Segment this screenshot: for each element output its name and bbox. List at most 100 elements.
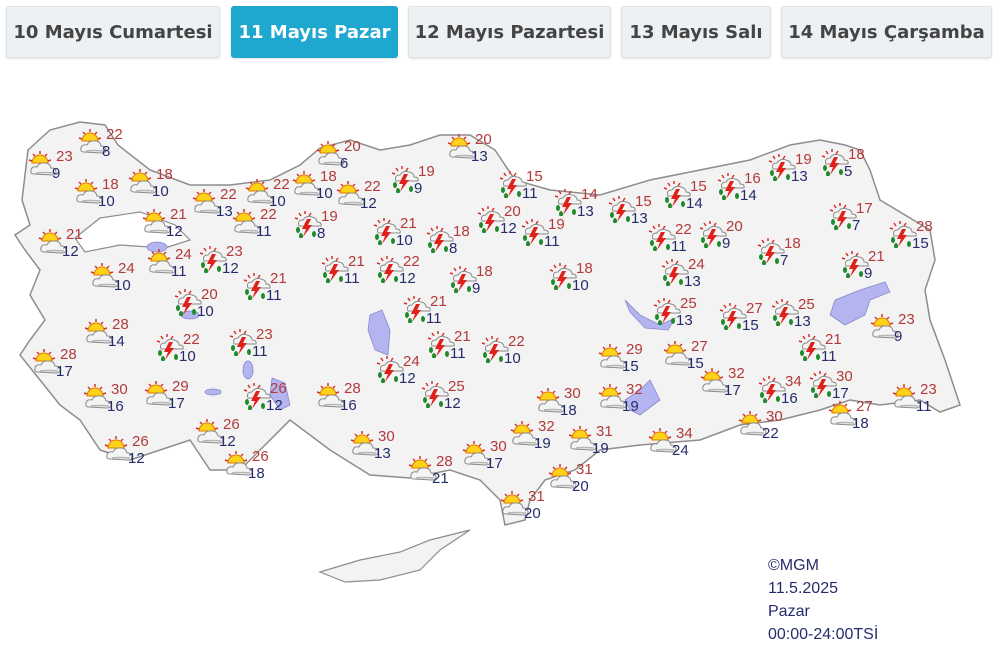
weather-station: 18 10 bbox=[128, 166, 188, 208]
low-temp: 17 bbox=[168, 395, 185, 412]
lake-tuz bbox=[367, 309, 391, 356]
weather-station: 18 8 bbox=[425, 223, 485, 265]
high-temp: 25 bbox=[680, 295, 697, 312]
weather-station: 30 17 bbox=[808, 368, 868, 410]
weather-station: 34 16 bbox=[757, 373, 817, 415]
low-temp: 18 bbox=[852, 415, 869, 432]
weather-station: 26 12 bbox=[242, 380, 302, 422]
weather-station: 20 13 bbox=[447, 131, 507, 173]
weather-station: 22 12 bbox=[375, 253, 435, 295]
high-temp: 21 bbox=[270, 270, 287, 287]
tab-11-mayis[interactable]: 11 Mayıs Pazar bbox=[231, 6, 398, 58]
low-temp: 16 bbox=[340, 397, 357, 414]
tab-12-mayis[interactable]: 12 Mayıs Pazartesi bbox=[408, 6, 611, 58]
high-temp: 24 bbox=[118, 260, 135, 277]
weather-station: 29 17 bbox=[144, 378, 204, 420]
weather-station: 24 12 bbox=[375, 353, 435, 395]
weather-station: 21 10 bbox=[372, 215, 432, 257]
weather-station: 21 11 bbox=[320, 253, 380, 295]
high-temp: 34 bbox=[676, 425, 693, 442]
high-temp: 30 bbox=[836, 368, 853, 385]
credit-source: ©MGM bbox=[768, 557, 819, 574]
high-temp: 15 bbox=[690, 178, 707, 195]
low-temp: 16 bbox=[107, 398, 124, 415]
weather-station: 22 10 bbox=[155, 331, 215, 373]
low-temp: 10 bbox=[396, 232, 413, 249]
low-temp: 12 bbox=[399, 270, 416, 287]
tab-13-mayis[interactable]: 13 Mayıs Salı bbox=[621, 6, 771, 58]
weather-station: 18 10 bbox=[292, 168, 352, 210]
lake-sapanca bbox=[146, 241, 168, 253]
low-temp: 13 bbox=[374, 445, 391, 462]
high-temp: 18 bbox=[453, 223, 470, 240]
weather-station: 23 9 bbox=[870, 311, 930, 353]
weather-station: 31 19 bbox=[568, 423, 628, 465]
high-temp: 19 bbox=[321, 208, 338, 225]
high-temp: 32 bbox=[728, 365, 745, 382]
low-temp: 15 bbox=[912, 235, 929, 252]
low-temp: 20 bbox=[524, 505, 541, 522]
lake-beysehir bbox=[269, 377, 291, 411]
low-temp: 17 bbox=[724, 382, 741, 399]
lake-egirdir bbox=[242, 360, 254, 380]
weather-station: 21 11 bbox=[426, 328, 486, 370]
high-temp: 15 bbox=[635, 193, 652, 210]
high-temp: 14 bbox=[581, 186, 598, 203]
map-credit: ©MGM 11.5.2025 Pazar 00:00-24:00TSİ bbox=[768, 554, 878, 646]
high-temp: 22 bbox=[260, 206, 277, 223]
weather-station: 21 12 bbox=[38, 226, 98, 268]
high-temp: 23 bbox=[898, 311, 915, 328]
low-temp: 12 bbox=[219, 433, 236, 450]
high-temp: 31 bbox=[596, 423, 613, 440]
weather-station: 27 15 bbox=[718, 300, 778, 342]
high-temp: 27 bbox=[746, 300, 763, 317]
weather-station: 20 6 bbox=[316, 138, 376, 180]
low-temp: 12 bbox=[266, 397, 283, 414]
weather-station: 17 7 bbox=[828, 200, 888, 242]
low-temp: 18 bbox=[248, 465, 265, 482]
high-temp: 22 bbox=[403, 253, 420, 270]
low-temp: 8 bbox=[102, 143, 111, 160]
high-temp: 30 bbox=[564, 385, 581, 402]
low-temp: 19 bbox=[622, 398, 639, 415]
high-temp: 30 bbox=[490, 438, 507, 455]
high-temp: 28 bbox=[60, 346, 77, 363]
high-temp: 18 bbox=[848, 146, 865, 163]
high-temp: 18 bbox=[102, 176, 119, 193]
cyprus bbox=[318, 529, 471, 583]
weather-station: 21 11 bbox=[242, 270, 302, 312]
weather-station: 24 11 bbox=[147, 246, 207, 288]
high-temp: 30 bbox=[111, 381, 128, 398]
weather-station: 32 17 bbox=[700, 365, 760, 407]
weather-station: 24 13 bbox=[660, 256, 720, 298]
low-temp: 11 bbox=[344, 270, 360, 287]
high-temp: 16 bbox=[744, 170, 761, 187]
high-temp: 23 bbox=[56, 148, 73, 165]
high-temp: 26 bbox=[223, 416, 240, 433]
credit-period: 00:00-24:00TSİ bbox=[768, 626, 879, 643]
weather-station: 20 12 bbox=[476, 203, 536, 245]
low-temp: 12 bbox=[500, 220, 517, 237]
weather-station: 28 14 bbox=[84, 316, 144, 358]
low-temp: 9 bbox=[414, 180, 423, 197]
high-temp: 25 bbox=[798, 296, 815, 313]
low-temp: 10 bbox=[504, 350, 521, 367]
high-temp: 18 bbox=[320, 168, 337, 185]
weather-station: 19 13 bbox=[767, 151, 827, 193]
high-temp: 23 bbox=[256, 326, 273, 343]
high-temp: 22 bbox=[106, 126, 123, 143]
ataturk-dam bbox=[624, 379, 661, 416]
weather-station: 14 13 bbox=[553, 186, 613, 228]
lake-van bbox=[829, 281, 891, 326]
weather-station: 18 5 bbox=[820, 146, 880, 188]
high-temp: 24 bbox=[175, 246, 192, 263]
credit-date: 11.5.2025 bbox=[768, 580, 838, 597]
low-temp: 20 bbox=[572, 478, 589, 495]
tab-14-mayis[interactable]: 14 Mayıs Çarşamba bbox=[781, 6, 992, 58]
tab-10-mayis[interactable]: 10 Mayıs Cumartesi bbox=[6, 6, 220, 58]
low-temp: 13 bbox=[577, 203, 594, 220]
weather-station: 22 13 bbox=[192, 186, 252, 228]
weather-station: 30 13 bbox=[350, 428, 410, 470]
weather-station: 24 10 bbox=[90, 260, 150, 302]
high-temp: 20 bbox=[504, 203, 521, 220]
